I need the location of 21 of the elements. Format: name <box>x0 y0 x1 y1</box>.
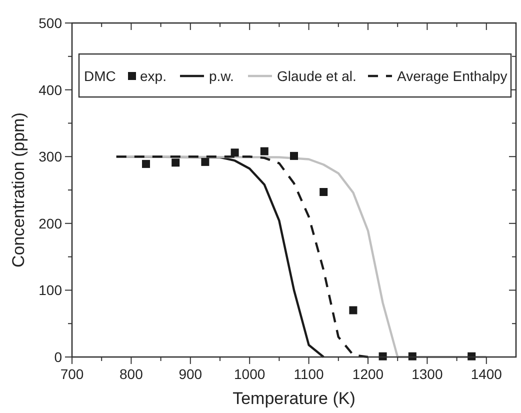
y-tick-label: 300 <box>38 148 62 165</box>
legend-label: Average Enthalpy <box>397 68 508 84</box>
y-tick-label: 500 <box>38 15 62 31</box>
x-tick-label: 1200 <box>352 366 384 382</box>
legend-title: DMC <box>84 68 116 84</box>
x-tick-label: 700 <box>60 366 84 382</box>
x-tick-label: 1000 <box>234 366 266 382</box>
y-axis-title: Concentration (ppm) <box>9 112 28 268</box>
legend-label: p.w. <box>209 68 234 84</box>
y-tick-label: 200 <box>38 215 62 232</box>
y-tick-label: 400 <box>38 82 62 98</box>
legend-label: Glaude et al. <box>277 68 356 84</box>
x-tick-label: 900 <box>178 366 202 382</box>
x-axis-title: Temperature (K) <box>232 389 356 408</box>
x-tick-label: 1400 <box>470 366 502 382</box>
y-tick-label: 100 <box>38 282 62 298</box>
x-tick-label: 1100 <box>294 366 324 382</box>
x-tick-label: 800 <box>120 366 144 382</box>
y-tick-label: 0 <box>54 349 62 365</box>
legend-label: exp. <box>140 68 166 84</box>
x-tick-label: 1300 <box>412 366 443 382</box>
